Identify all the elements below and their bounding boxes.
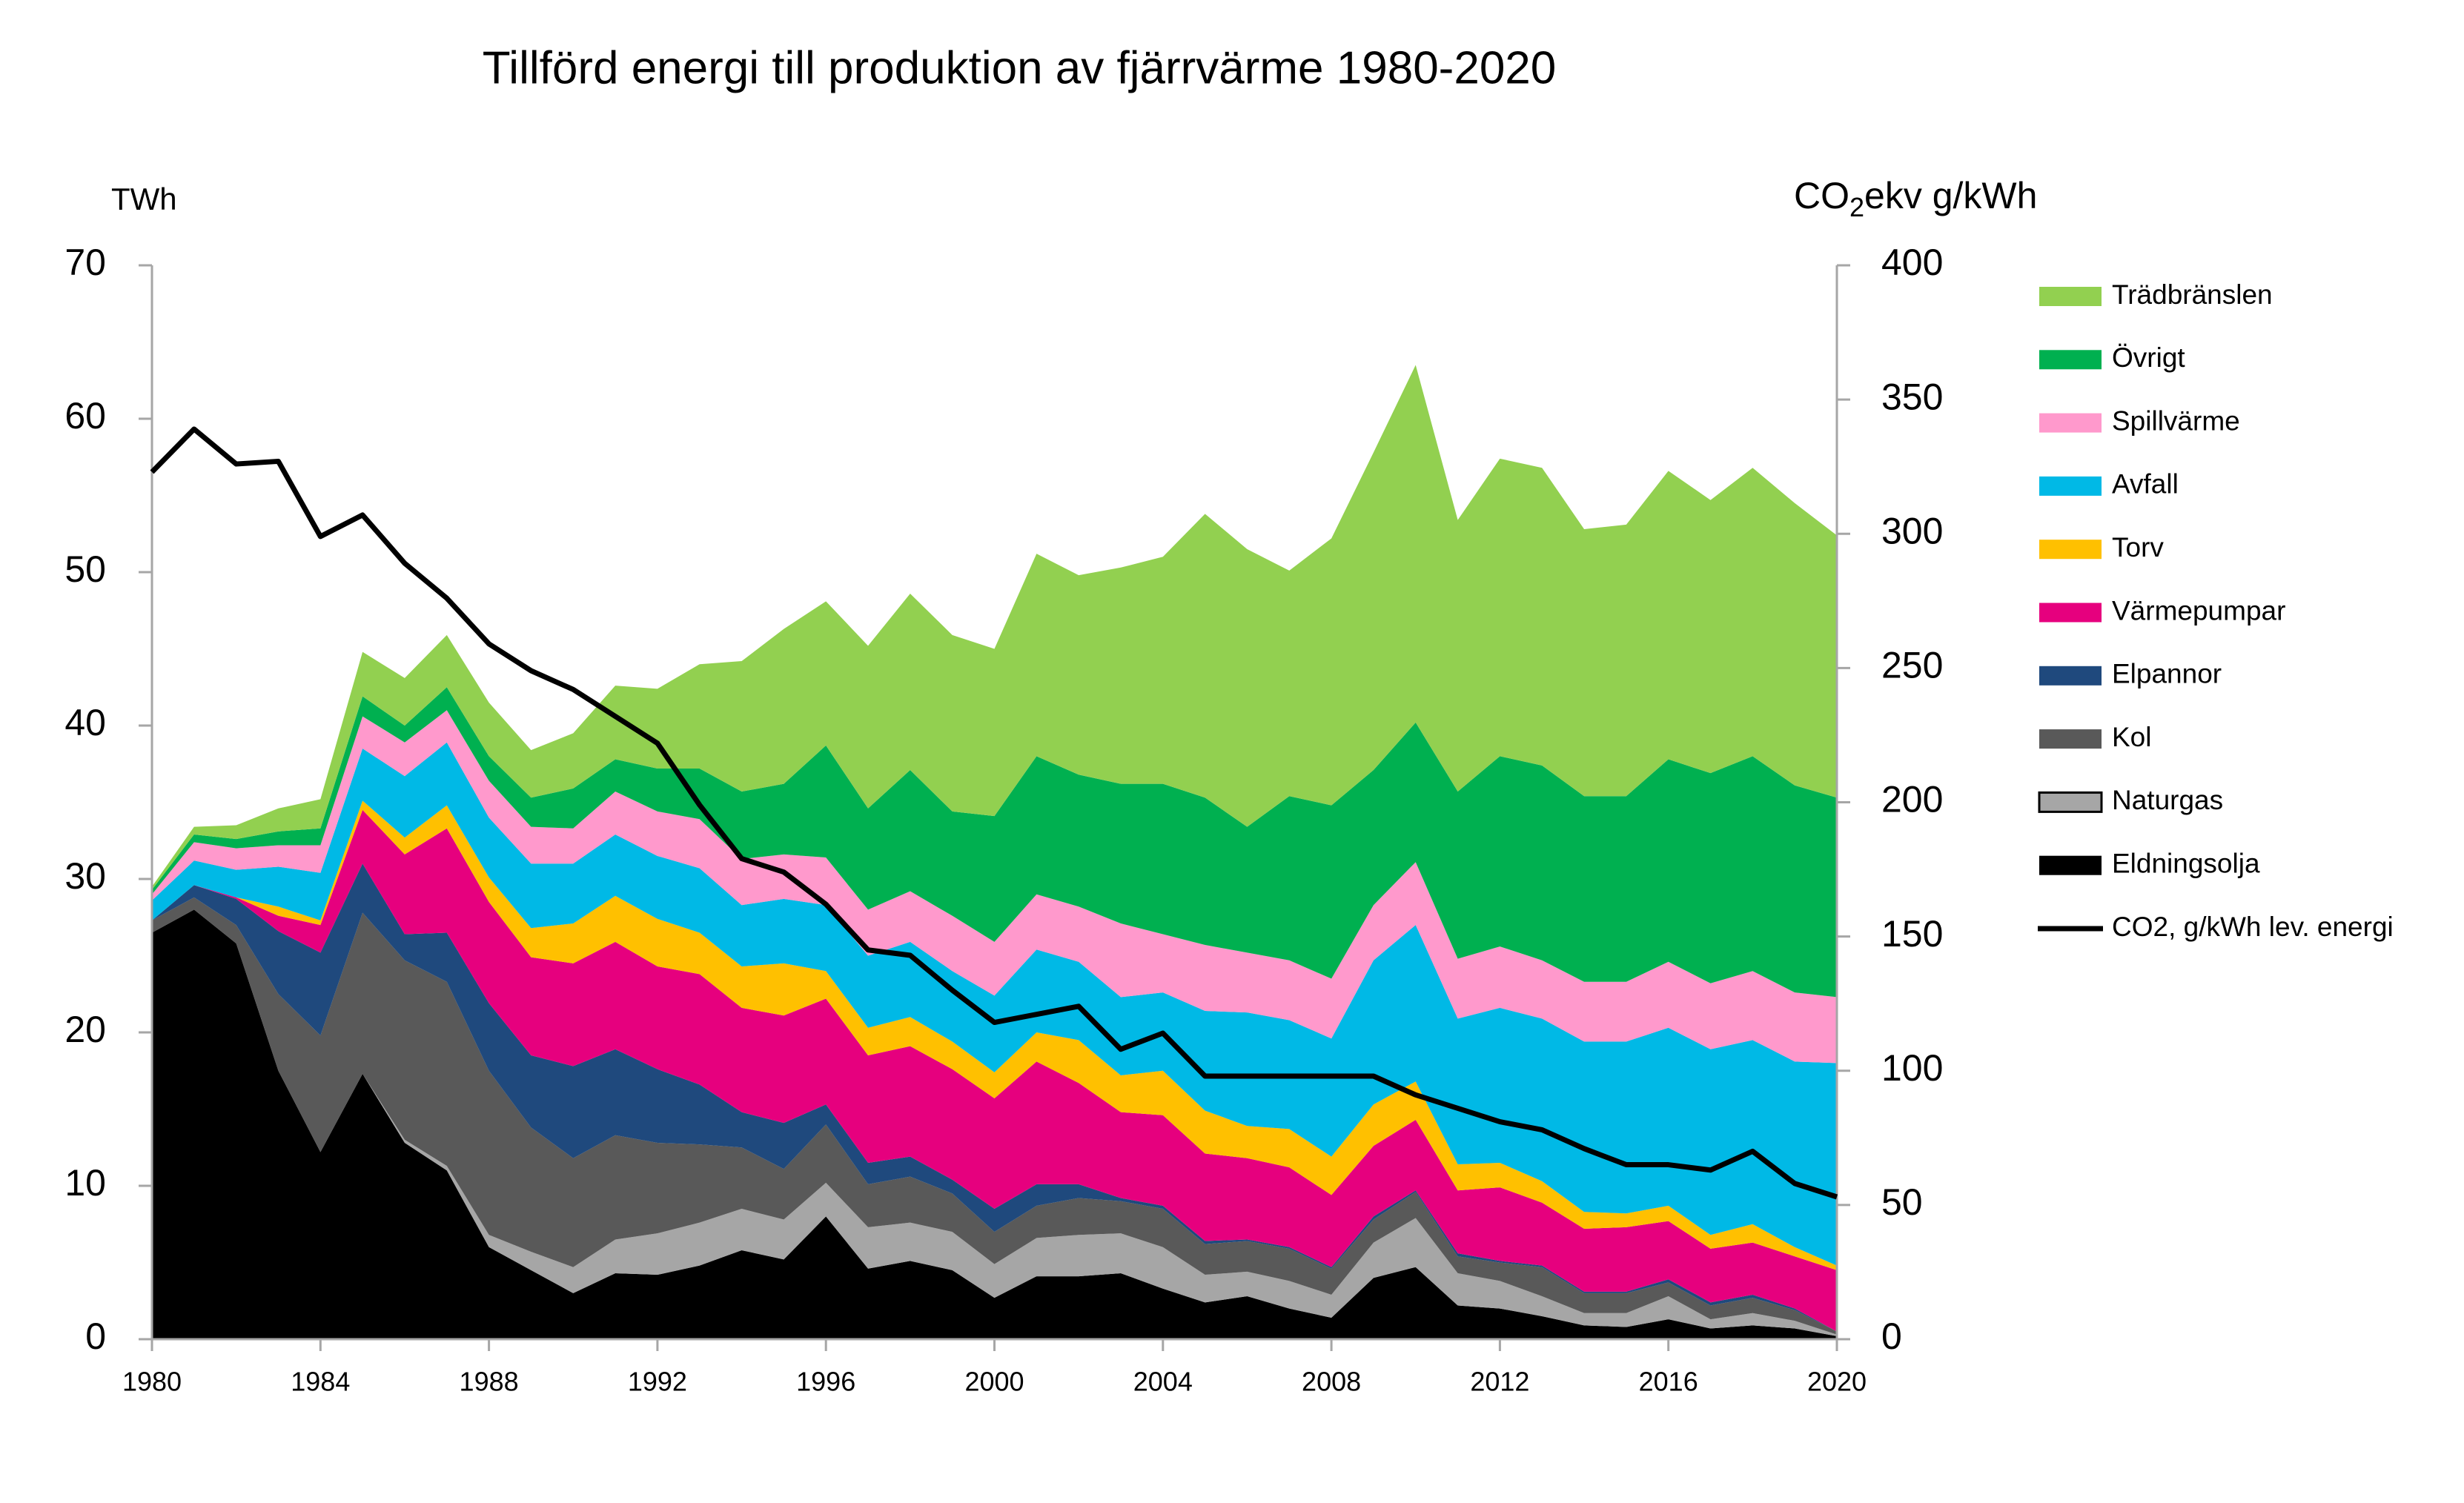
areas: [152, 365, 1837, 1339]
x-tick-label: 1984: [291, 1367, 350, 1397]
y2-tick-label: 350: [1881, 376, 1943, 417]
chart-title: Tillförd energi till produktion av fjärr…: [483, 42, 1557, 93]
line: [150, 426, 1838, 1200]
y-axis-title: TWh: [111, 182, 177, 216]
legend-label: Elpannor: [2112, 659, 2222, 689]
y2-tick-label: 200: [1881, 779, 1943, 820]
x-tick-label: 2016: [1639, 1367, 1698, 1397]
y-tick-label: 10: [64, 1162, 106, 1204]
area: [152, 710, 1837, 1064]
legend-label: Avfall: [2112, 469, 2179, 500]
y2-axis-title: CO2ekv g/kWh: [1794, 175, 2037, 222]
legend-swatch: [2039, 413, 2102, 433]
y2-title-sub: 2: [1849, 192, 1864, 222]
y2-tick-label: 250: [1881, 645, 1943, 686]
area: [152, 687, 1837, 998]
y2-tick-label: 100: [1881, 1047, 1943, 1089]
area: [152, 909, 1837, 1336]
y-tick-label: 0: [85, 1315, 106, 1357]
legend-label: Värmepumpar: [2112, 595, 2285, 626]
legend-swatch: [2039, 666, 2102, 686]
legend-label: Spillvärme: [2112, 405, 2240, 436]
legend-swatch: [2039, 350, 2102, 370]
legend-label: Övrigt: [2112, 342, 2185, 373]
y2-tick-label: 50: [1881, 1181, 1923, 1223]
legend-label: Eldningsolja: [2112, 848, 2260, 878]
y-tick-label: 40: [64, 702, 106, 743]
y2-tick-label: 0: [1881, 1315, 1902, 1357]
x-tick-label: 1988: [460, 1367, 519, 1397]
legend-swatch: [2039, 476, 2102, 496]
area: [152, 809, 1837, 1332]
y2-title-part: CO: [1794, 175, 1849, 216]
legend-label: CO2, g/kWh lev. energi: [2112, 912, 2394, 942]
legend-swatch: [2038, 791, 2103, 813]
x-tick-label: 2008: [1302, 1367, 1361, 1397]
legend-label: Kol: [2112, 722, 2151, 752]
y-tick-label: 70: [64, 242, 106, 283]
x-tick-label: 2012: [1470, 1367, 1529, 1397]
y-tick-label: 50: [64, 548, 106, 590]
area: [152, 365, 1837, 890]
y2-tick-label: 400: [1881, 242, 1943, 283]
legend-label: Trädbränslen: [2112, 279, 2273, 310]
y2-tick-label: 300: [1881, 510, 1943, 551]
area: [152, 909, 1837, 1339]
x-tick-label: 1992: [628, 1367, 687, 1397]
legend-swatch: [2039, 729, 2102, 749]
y-tick-label: 60: [64, 395, 106, 437]
y2-title-part: ekv g/kWh: [1864, 175, 2037, 216]
area: [152, 742, 1837, 1266]
legend-label: Naturgas: [2112, 785, 2223, 815]
x-tick-label: 2020: [1807, 1367, 1867, 1397]
legend-swatch: [2039, 287, 2102, 306]
x-tick-label: 2000: [964, 1367, 1024, 1397]
y-tick-label: 20: [64, 1009, 106, 1050]
area: [152, 897, 1837, 1335]
y2-tick-label: 150: [1881, 913, 1943, 955]
x-tick-label: 2004: [1133, 1367, 1193, 1397]
y-tick-label: 30: [64, 855, 106, 897]
legend-label: Torv: [2112, 532, 2164, 563]
x-tick-label: 1996: [796, 1367, 855, 1397]
legend-swatch: [2039, 603, 2102, 623]
legend-swatch: [2039, 855, 2102, 875]
x-tick-label: 1980: [122, 1367, 182, 1397]
legend-swatch: [2039, 540, 2102, 560]
